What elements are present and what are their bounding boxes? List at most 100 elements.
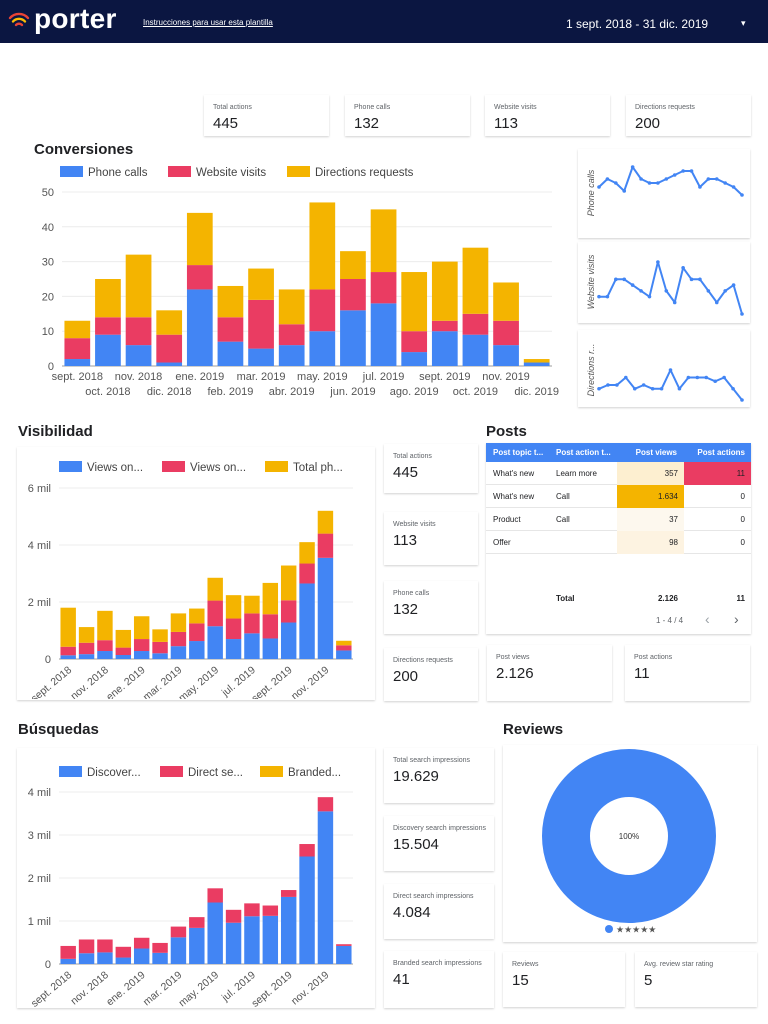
bar-segment[interactable] <box>60 958 76 964</box>
bar-segment[interactable] <box>244 595 260 614</box>
bar-segment[interactable] <box>64 359 91 366</box>
bar-segment[interactable] <box>225 595 242 619</box>
bar-segment[interactable] <box>189 641 205 659</box>
bar-segment[interactable] <box>133 651 150 659</box>
bar-segment[interactable] <box>115 957 132 964</box>
legend-views-2[interactable]: Views on... <box>162 461 246 474</box>
bar-segment[interactable] <box>186 289 213 366</box>
bar-segment[interactable] <box>225 909 242 923</box>
bar-segment[interactable] <box>244 903 260 917</box>
bar-segment[interactable] <box>189 927 205 964</box>
instructions-link[interactable]: Instrucciones para usar esta plantilla <box>143 18 273 27</box>
column-header-actions[interactable]: Post actions <box>697 448 745 457</box>
bar-segment[interactable] <box>97 640 113 652</box>
bar-segment[interactable] <box>97 939 113 953</box>
bar-segment[interactable] <box>64 338 91 360</box>
bar-segment[interactable] <box>401 331 428 353</box>
bar-segment[interactable] <box>340 310 366 366</box>
bar-segment[interactable] <box>64 320 91 339</box>
bar-segment[interactable] <box>370 303 397 366</box>
bar-segment[interactable] <box>299 563 315 584</box>
bar-segment[interactable] <box>336 645 352 651</box>
bar-segment[interactable] <box>309 289 336 332</box>
bar-segment[interactable] <box>60 607 76 647</box>
bar-segment[interactable] <box>462 313 489 335</box>
bar-segment[interactable] <box>431 331 458 366</box>
table-row[interactable]: What's new Learn more 357 11 <box>486 462 751 485</box>
bar-segment[interactable] <box>217 317 244 342</box>
bar-segment[interactable] <box>186 265 213 290</box>
bar-segment[interactable] <box>115 629 132 648</box>
bar-segment[interactable] <box>133 937 150 949</box>
table-row[interactable]: Offer 98 0 <box>486 531 751 554</box>
bar-segment[interactable] <box>309 202 336 290</box>
bar-segment[interactable] <box>244 613 260 634</box>
bar-segment[interactable] <box>189 917 205 928</box>
bar-segment[interactable] <box>115 946 132 958</box>
bar-segment[interactable] <box>217 341 244 366</box>
table-row[interactable]: Product Call 37 0 <box>486 508 751 531</box>
bar-segment[interactable] <box>152 952 168 964</box>
bar-segment[interactable] <box>299 856 315 965</box>
bar-segment[interactable] <box>280 600 297 623</box>
legend-views-1[interactable]: Views on... <box>59 461 143 474</box>
bar-segment[interactable] <box>133 948 150 964</box>
bar-segment[interactable] <box>401 272 428 332</box>
bar-segment[interactable] <box>225 922 242 964</box>
bar-segment[interactable] <box>115 655 132 659</box>
bar-segment[interactable] <box>125 317 152 346</box>
bar-segment[interactable] <box>317 797 334 812</box>
bar-segment[interactable] <box>78 953 95 964</box>
bar-segment[interactable] <box>262 638 279 659</box>
bar-segment[interactable] <box>317 811 334 964</box>
bar-segment[interactable] <box>170 937 187 964</box>
bar-segment[interactable] <box>336 945 352 964</box>
bar-segment[interactable] <box>170 646 187 659</box>
bar-segment[interactable] <box>317 557 334 659</box>
bar-segment[interactable] <box>244 633 260 659</box>
bar-segment[interactable] <box>225 618 242 640</box>
bar-segment[interactable] <box>262 614 279 639</box>
bar-segment[interactable] <box>370 272 397 304</box>
bar-segment[interactable] <box>462 334 489 366</box>
bar-segment[interactable] <box>97 610 113 641</box>
bar-segment[interactable] <box>207 577 223 601</box>
bar-segment[interactable] <box>152 942 168 953</box>
bar-segment[interactable] <box>125 345 152 366</box>
bar-segment[interactable] <box>152 629 168 642</box>
bar-segment[interactable] <box>156 310 183 335</box>
bar-segment[interactable] <box>278 289 305 325</box>
bar-segment[interactable] <box>207 902 223 964</box>
bar-segment[interactable] <box>156 362 183 366</box>
bar-segment[interactable] <box>189 623 205 642</box>
bar-segment[interactable] <box>115 647 132 656</box>
bar-segment[interactable] <box>95 279 121 318</box>
table-row[interactable]: What's new Call 1.634 0 <box>486 485 751 508</box>
bar-segment[interactable] <box>207 600 223 627</box>
bar-segment[interactable] <box>170 631 187 647</box>
bar-segment[interactable] <box>95 317 121 335</box>
bar-segment[interactable] <box>186 212 213 266</box>
bar-segment[interactable] <box>262 582 279 615</box>
bar-segment[interactable] <box>493 320 519 346</box>
bar-segment[interactable] <box>309 331 336 366</box>
bar-segment[interactable] <box>280 622 297 659</box>
bar-segment[interactable] <box>133 639 150 652</box>
column-header-views[interactable]: Post views <box>635 448 677 457</box>
bar-segment[interactable] <box>262 905 279 916</box>
date-range-picker[interactable]: 1 sept. 2018 - 31 dic. 2019 <box>566 17 709 31</box>
bar-segment[interactable] <box>189 608 205 624</box>
bar-segment[interactable] <box>340 251 366 279</box>
bar-segment[interactable] <box>370 209 397 273</box>
chevron-down-icon[interactable]: ▾ <box>741 18 746 28</box>
bar-segment[interactable] <box>401 352 428 366</box>
bar-segment[interactable] <box>462 247 489 314</box>
bar-segment[interactable] <box>317 510 334 534</box>
bar-segment[interactable] <box>78 642 95 655</box>
bar-segment[interactable] <box>299 542 315 564</box>
bar-segment[interactable] <box>278 345 305 366</box>
column-header-topic[interactable]: Post topic t... <box>493 448 544 457</box>
bar-segment[interactable] <box>78 627 95 643</box>
bar-segment[interactable] <box>523 359 550 363</box>
bar-segment[interactable] <box>78 939 95 954</box>
